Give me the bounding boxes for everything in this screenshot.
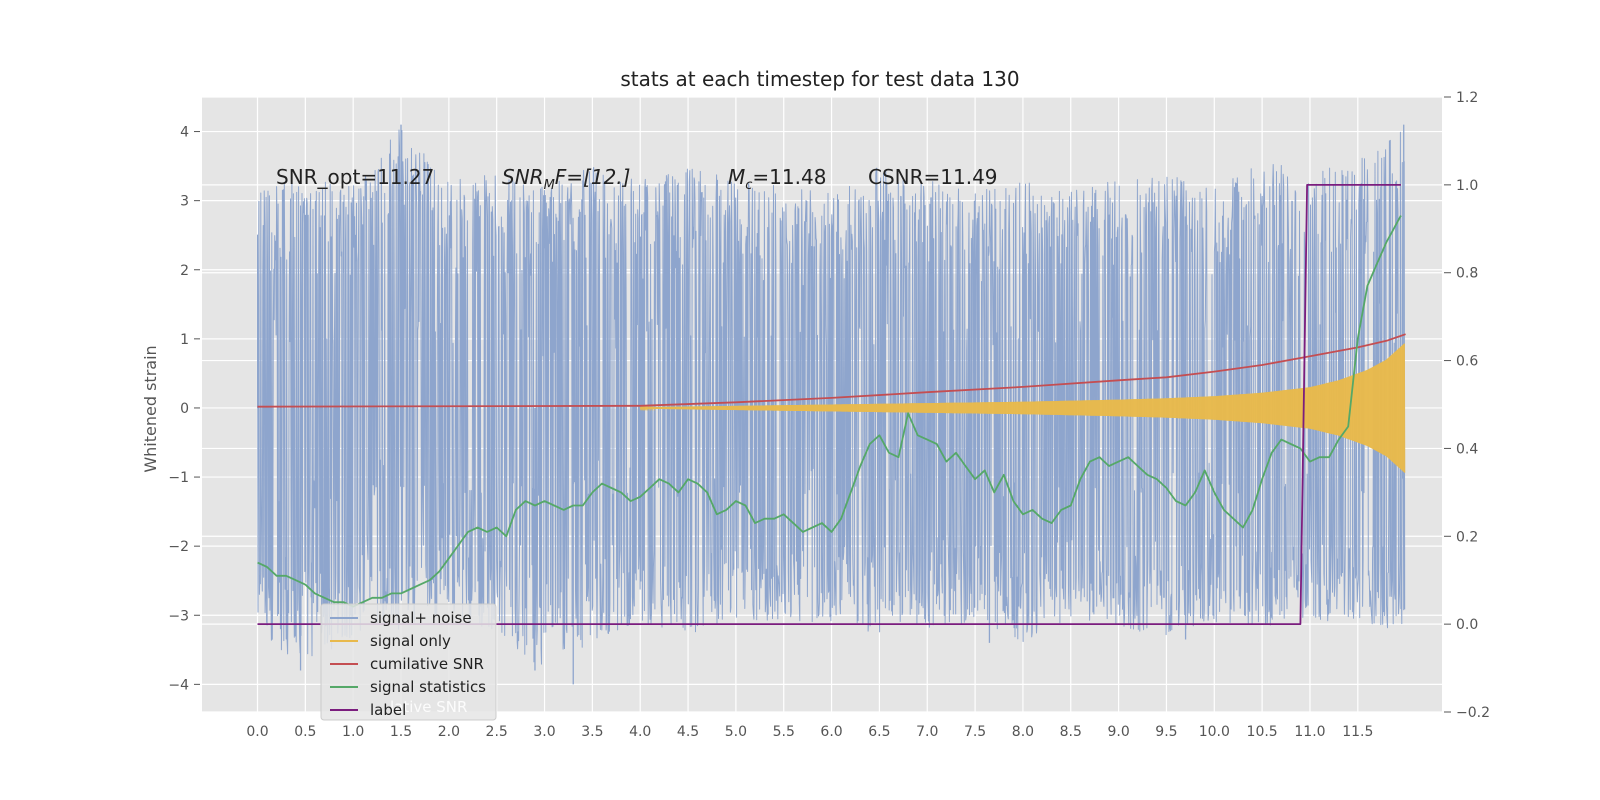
x-tick-label: 0.5	[294, 724, 316, 740]
y-left-tick-label: −2	[168, 539, 189, 555]
y-right-tick-label: 1.0	[1456, 178, 1478, 194]
x-tick-label: 4.5	[677, 724, 699, 740]
y-left-tick-label: 2	[180, 263, 189, 279]
x-tick-label: 1.0	[342, 724, 364, 740]
annotation-csnr: CSNR=11.49	[868, 165, 998, 189]
x-tick-label: 8.0	[1012, 724, 1034, 740]
x-tick-label: 6.5	[868, 724, 890, 740]
signal-noise-series	[257, 124, 1406, 685]
signal-only-series	[639, 343, 1406, 473]
label-line	[257, 184, 1401, 625]
cumulative-snr-line	[257, 333, 1406, 408]
x-tick-label: 9.5	[1155, 724, 1177, 740]
legend-label: cumilative SNR	[370, 655, 484, 673]
line-series	[257, 184, 1406, 625]
x-tick-label: 5.5	[773, 724, 795, 740]
chart-title: stats at each timestep for test data 130	[620, 67, 1019, 91]
y-right-axis-ticks: 1.2 1.0 0.8 0.6 0.4 0.2 0.0 −0.2	[1444, 90, 1490, 721]
legend-label: signal only	[370, 632, 451, 650]
y-right-tick-label: 0.6	[1456, 354, 1478, 370]
x-tick-label: 9.0	[1107, 724, 1129, 740]
y-right-tick-label: −0.2	[1456, 705, 1490, 721]
y-right-tick-label: 1.2	[1456, 90, 1478, 106]
annotation-snr-opt: SNR_opt=11.27	[276, 165, 434, 189]
x-tick-label: 3.5	[581, 724, 603, 740]
x-tick-label: 5.0	[725, 724, 747, 740]
signal-only-band	[640, 343, 1405, 473]
annotation-snr-mf: SNRMF=[12.]	[502, 165, 630, 193]
y-left-tick-label: 3	[180, 194, 189, 210]
x-tick-label: 10.5	[1247, 724, 1278, 740]
x-tick-label: 6.0	[820, 724, 842, 740]
x-tick-label: 0.0	[246, 724, 268, 740]
y-right-tick-label: 0.8	[1456, 266, 1478, 282]
legend-label: signal+ noise	[370, 609, 472, 627]
x-tick-label: 4.0	[629, 724, 651, 740]
y-right-tick-label: 0.2	[1456, 529, 1478, 545]
x-tick-label: 7.0	[916, 724, 938, 740]
x-axis-ticks: 0.0 0.5 1.0 1.5 2.0 2.5 3.0 3.5 4.0 4.5 5.0 5.5 6.0 6…	[246, 724, 1373, 740]
x-tick-label: 2.0	[438, 724, 460, 740]
y-left-tick-label: −3	[168, 608, 189, 624]
x-tick-label: 8.5	[1060, 724, 1082, 740]
annotation-mc: Mc=11.48	[728, 165, 826, 193]
signal-statistics-line	[257, 215, 1402, 608]
x-tick-label: 3.0	[533, 724, 555, 740]
x-tick-label: 2.5	[486, 724, 508, 740]
y-right-tick-label: 0.4	[1456, 441, 1478, 457]
x-tick-label: 10.0	[1199, 724, 1230, 740]
x-tick-label: 11.5	[1342, 724, 1373, 740]
y-right-tick-label: 0.0	[1456, 617, 1478, 633]
y-left-tick-label: 4	[180, 125, 189, 141]
x-tick-label: 11.0	[1294, 724, 1325, 740]
y-left-tick-label: 0	[180, 401, 189, 417]
y-left-tick-label: −4	[168, 677, 189, 693]
legend-overlap-text: lative SNR	[390, 698, 467, 716]
y-left-axis-ticks: 4 3 2 1 0 −1 −2 −3 −4	[168, 125, 200, 693]
y-left-tick-label: 1	[180, 332, 189, 348]
x-tick-label: 1.5	[390, 724, 412, 740]
y-left-tick-label: −1	[168, 470, 189, 486]
legend-label: signal statistics	[370, 678, 486, 696]
x-tick-label: 7.5	[964, 724, 986, 740]
legend-box	[320, 603, 497, 721]
legend-label: label	[370, 701, 406, 719]
legend: lative SNR signal+ noise signal only cumila…	[320, 603, 497, 721]
signal-noise-line	[257, 129, 1406, 665]
y-axis-label: Whitened strain	[141, 345, 160, 472]
